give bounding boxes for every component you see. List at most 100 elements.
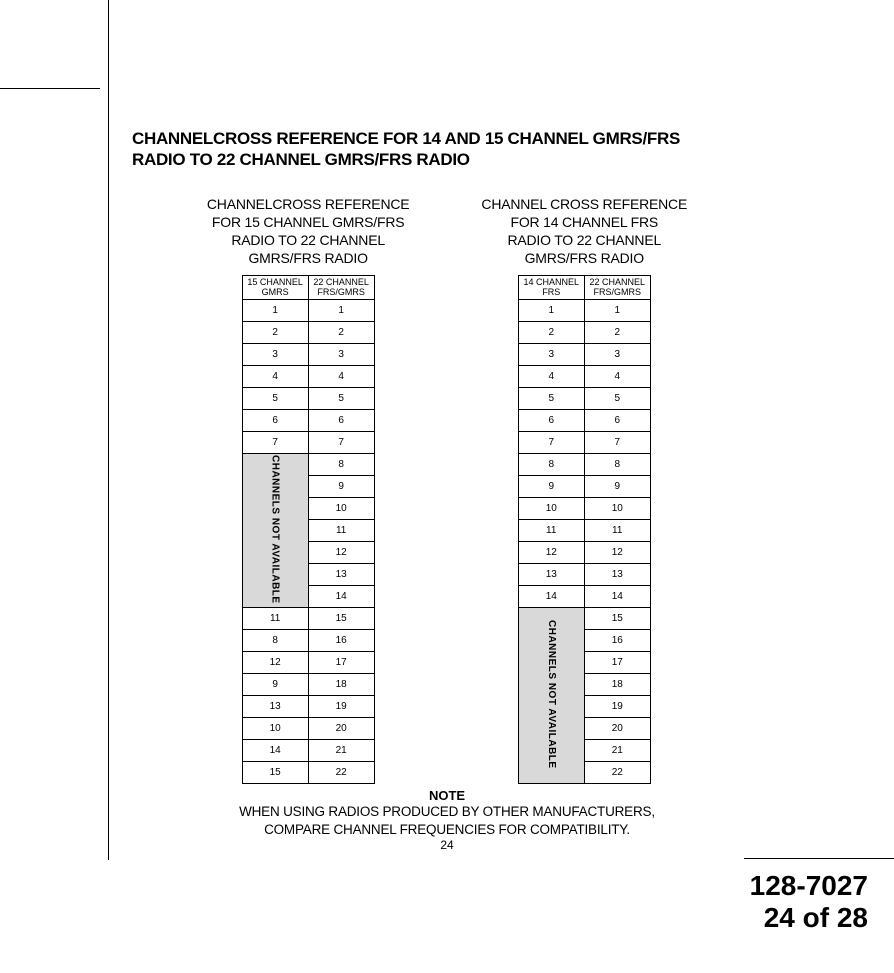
table-row: 66 <box>242 410 374 432</box>
cell: 21 <box>308 740 374 762</box>
table-row: 11 <box>242 300 374 322</box>
cell: 4 <box>242 366 308 388</box>
channels-not-available-label: CHANNELS NOT AVAILABLE <box>546 620 557 769</box>
table-row: 22 <box>242 322 374 344</box>
note-line2: COMPARE CHANNEL FREQUENCIES FOR COMPATIB… <box>264 822 630 837</box>
table-row: CHANNELS NOT AVAILABLE8 <box>242 454 374 476</box>
cell: 14 <box>518 586 584 608</box>
right-col2-h-l1: 22 CHANNEL <box>589 277 645 287</box>
table-row: 55 <box>518 388 650 410</box>
cell: 5 <box>242 388 308 410</box>
cell: 13 <box>518 564 584 586</box>
left-table-section: CHANNELCROSS REFERENCE FOR 15 CHANNEL GM… <box>207 195 410 785</box>
cell: 1 <box>584 300 650 322</box>
cell: 7 <box>308 432 374 454</box>
table-row: 1115 <box>242 608 374 630</box>
cell: 22 <box>308 762 374 784</box>
cell: 9 <box>584 476 650 498</box>
cell: 15 <box>242 762 308 784</box>
cell: 2 <box>518 322 584 344</box>
left-col1-header: 15 CHANNEL GMRS <box>242 276 308 300</box>
cell: 4 <box>308 366 374 388</box>
left-title-l1: CHANNELCROSS REFERENCE <box>207 196 410 212</box>
left-title-l4: GMRS/FRS RADIO <box>248 250 367 266</box>
cell: 6 <box>242 410 308 432</box>
cell: 14 <box>584 586 650 608</box>
cell: 16 <box>308 630 374 652</box>
top-crop-rule <box>0 88 100 89</box>
cell: 16 <box>584 630 650 652</box>
table-row: 918 <box>242 674 374 696</box>
cell: 5 <box>584 388 650 410</box>
left-table-title: CHANNELCROSS REFERENCE FOR 15 CHANNEL GM… <box>207 195 410 268</box>
table-row: 1421 <box>242 740 374 762</box>
cell: 8 <box>584 454 650 476</box>
cell: 1 <box>242 300 308 322</box>
table-row: 1319 <box>242 696 374 718</box>
cell: 8 <box>518 454 584 476</box>
table-row: 33 <box>518 344 650 366</box>
page-number-small: 24 <box>132 838 762 852</box>
cell: 6 <box>308 410 374 432</box>
cell: 6 <box>584 410 650 432</box>
right-col1-h-l2: FRS <box>542 287 560 297</box>
table-row: 1217 <box>242 652 374 674</box>
cell: 12 <box>308 542 374 564</box>
cell: 3 <box>584 344 650 366</box>
right-title-l1: CHANNEL CROSS REFERENCE <box>481 196 687 212</box>
right-table-section: CHANNEL CROSS REFERENCE FOR 14 CHANNEL F… <box>481 195 687 785</box>
left-xref-table: 15 CHANNEL GMRS 22 CHANNEL FRS/GMRS 1122… <box>242 275 375 784</box>
table-row: 11 <box>518 300 650 322</box>
right-xref-table: 14 CHANNEL FRS 22 CHANNEL FRS/GMRS 11223… <box>518 275 651 784</box>
cell: 11 <box>308 520 374 542</box>
cell: 3 <box>308 344 374 366</box>
page-title-line2: RADIO TO 22 CHANNEL GMRS/FRS RADIO <box>132 150 470 169</box>
doc-page: 24 of 28 <box>750 902 868 934</box>
cell: 22 <box>584 762 650 784</box>
cell: 11 <box>518 520 584 542</box>
table-row: 66 <box>518 410 650 432</box>
right-table-title: CHANNEL CROSS REFERENCE FOR 14 CHANNEL F… <box>481 195 687 268</box>
cell: 7 <box>518 432 584 454</box>
table-row: 22 <box>518 322 650 344</box>
note-line1: WHEN USING RADIOS PRODUCED BY OTHER MANU… <box>239 804 655 819</box>
left-title-l2: FOR 15 CHANNEL GMRS/FRS <box>212 214 404 230</box>
right-title-l2: FOR 14 CHANNEL FRS <box>510 214 658 230</box>
table-row: 1020 <box>242 718 374 740</box>
table-row: 44 <box>242 366 374 388</box>
cell: 15 <box>308 608 374 630</box>
table-row: 1414 <box>518 586 650 608</box>
doc-number: 128-7027 <box>750 870 868 902</box>
cell: 8 <box>308 454 374 476</box>
cell: 2 <box>308 322 374 344</box>
cell: 14 <box>242 740 308 762</box>
cell: 1 <box>308 300 374 322</box>
table-row: 99 <box>518 476 650 498</box>
cell: 19 <box>584 696 650 718</box>
table-row: 1212 <box>518 542 650 564</box>
channels-not-available-cell: CHANNELS NOT AVAILABLE <box>518 608 584 784</box>
table-row: 1111 <box>518 520 650 542</box>
page-content: CHANNELCROSS REFERENCE FOR 14 AND 15 CHA… <box>132 128 762 852</box>
cell: 11 <box>584 520 650 542</box>
left-margin-rule <box>108 0 109 860</box>
note-label: NOTE <box>132 788 762 803</box>
left-col2-header: 22 CHANNEL FRS/GMRS <box>308 276 374 300</box>
cell: 17 <box>308 652 374 674</box>
cell: 8 <box>242 630 308 652</box>
table-row: 1522 <box>242 762 374 784</box>
right-col2-header: 22 CHANNEL FRS/GMRS <box>584 276 650 300</box>
left-col1-h-l2: GMRS <box>262 287 289 297</box>
cell: 12 <box>584 542 650 564</box>
bottom-crop-rule <box>744 858 894 859</box>
cell: 9 <box>242 674 308 696</box>
note-body: WHEN USING RADIOS PRODUCED BY OTHER MANU… <box>132 803 762 838</box>
cell: 20 <box>308 718 374 740</box>
cell: 3 <box>518 344 584 366</box>
cell: 12 <box>242 652 308 674</box>
left-col2-h-l2: FRS/GMRS <box>317 287 365 297</box>
cell: 13 <box>308 564 374 586</box>
cell: 3 <box>242 344 308 366</box>
channels-not-available-cell: CHANNELS NOT AVAILABLE <box>242 454 308 608</box>
table-row: 33 <box>242 344 374 366</box>
